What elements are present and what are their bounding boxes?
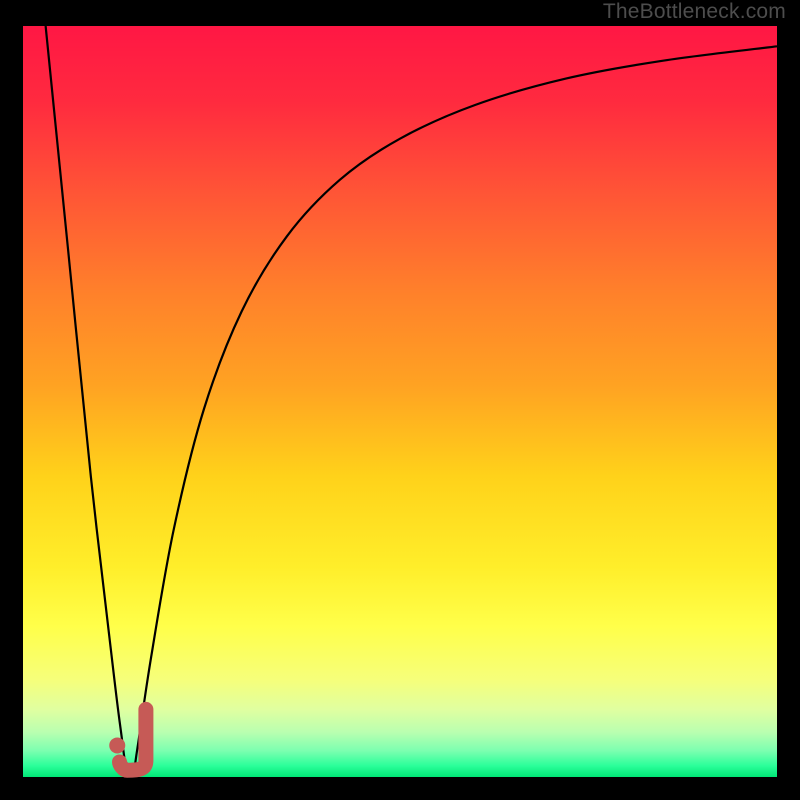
watermark-label: TheBottleneck.com <box>603 0 786 24</box>
chart-svg <box>0 0 800 800</box>
chart-container: TheBottleneck.com <box>0 0 800 800</box>
marker-dot <box>109 737 125 753</box>
